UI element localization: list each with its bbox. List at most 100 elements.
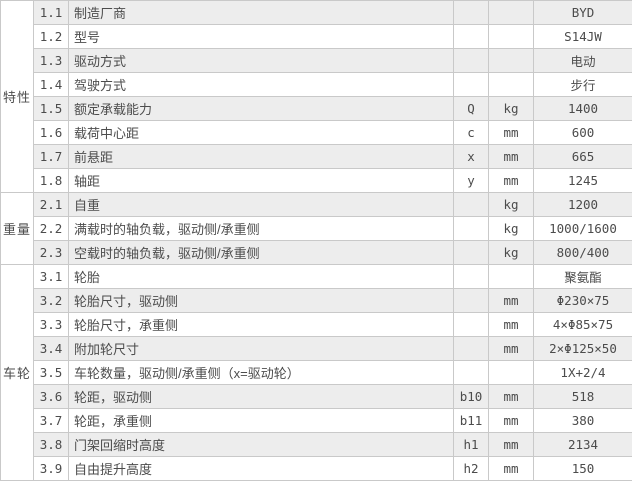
spec-label: 满载时的轴负载，驱动侧/承重侧 [68,216,454,241]
spec-symbol: h1 [453,432,489,457]
table-row: 1.2 型号 S14JW [1,24,632,49]
table-row: 1.5 额定承载能力 Q kg 1400 [1,96,632,121]
spec-symbol [453,264,489,289]
spec-label: 型号 [68,24,454,49]
spec-value: BYD [533,0,632,25]
table-row: 3.3 轮胎尺寸，承重侧 mm 4×Φ85×75 [1,312,632,337]
spec-symbol: b10 [453,384,489,409]
row-number: 3.1 [33,264,69,289]
table-row: 特性 1.1 制造厂商 BYD [0,0,632,193]
spec-unit: mm [488,168,534,193]
table-row: 1.3 驱动方式 电动 [1,48,632,73]
spec-unit: mm [488,336,534,361]
spec-unit: kg [488,96,534,121]
spec-unit: mm [488,432,534,457]
spec-unit: kg [488,240,534,265]
spec-value: 518 [533,384,632,409]
row-number: 1.2 [33,24,69,49]
spec-value: 665 [533,144,632,169]
spec-symbol [453,0,489,25]
row-number: 3.4 [33,336,69,361]
spec-value: 2×Φ125×50 [533,336,632,361]
table-row: 3.9 自由提升高度 h2 mm 150 [1,456,632,481]
table-row: 重量 2.1 自重 kg 1200 [0,192,632,265]
spec-symbol [453,24,489,49]
table-row: 3.8 门架回缩时高度 h1 mm 2134 [1,432,632,457]
row-number: 1.6 [33,120,69,145]
spec-symbol: b11 [453,408,489,433]
row-number: 1.5 [33,96,69,121]
table-row: 车轮 3.1 轮胎 聚氨酯 [0,264,632,481]
table-row: 2.2 满载时的轴负载，驱动侧/承重侧 kg 1000/1600 [1,216,632,241]
row-number: 1.3 [33,48,69,73]
table-row: 3.7 轮距，承重侧 b11 mm 380 [1,408,632,433]
spec-symbol [453,360,489,385]
row-number: 2.2 [33,216,69,241]
spec-label: 空载时的轴负载，驱动侧/承重侧 [68,240,454,265]
spec-value: 1200 [533,192,632,217]
spec-symbol [453,336,489,361]
spec-value: 1X+2/4 [533,360,632,385]
table-row: 1.7 前悬距 x mm 665 [1,144,632,169]
spec-value: 2134 [533,432,632,457]
spec-label: 额定承载能力 [68,96,454,121]
spec-unit [488,360,534,385]
spec-value: 800/400 [533,240,632,265]
spec-value: 150 [533,456,632,481]
spec-unit: mm [488,408,534,433]
spec-label: 驾驶方式 [68,72,454,97]
spec-symbol [453,72,489,97]
table-row: 3.6 轮距，驱动侧 b10 mm 518 [1,384,632,409]
spec-value: 4×Φ85×75 [533,312,632,337]
spec-value: 步行 [533,72,632,97]
row-number: 1.4 [33,72,69,97]
table-row: 3.4 附加轮尺寸 mm 2×Φ125×50 [1,336,632,361]
spec-unit: mm [488,144,534,169]
spec-value: Φ230×75 [533,288,632,313]
spec-value: 电动 [533,48,632,73]
spec-label: 制造厂商 [68,0,454,25]
spec-symbol: x [453,144,489,169]
spec-unit: mm [488,120,534,145]
table-row: 1.8 轴距 y mm 1245 [1,168,632,193]
spec-label: 轮胎尺寸，承重侧 [68,312,454,337]
table-row: 3.2 轮胎尺寸，驱动侧 mm Φ230×75 [1,288,632,313]
spec-label: 自由提升高度 [68,456,454,481]
spec-value: 聚氨酯 [533,264,632,289]
spec-symbol [453,240,489,265]
row-number: 3.5 [33,360,69,385]
spec-label: 轮距，驱动侧 [68,384,454,409]
spec-value: 1000/1600 [533,216,632,241]
spec-label: 轮胎尺寸，驱动侧 [68,288,454,313]
spec-unit [488,48,534,73]
spec-value: S14JW [533,24,632,49]
spec-symbol [453,312,489,337]
spec-label: 附加轮尺寸 [68,336,454,361]
group-label: 特性 [0,0,34,193]
spec-label: 自重 [68,192,454,217]
spec-symbol: y [453,168,489,193]
row-number: 3.6 [33,384,69,409]
row-number: 3.2 [33,288,69,313]
table-row: 3.5 车轮数量，驱动侧/承重侧（x=驱动轮） 1X+2/4 [1,360,632,385]
spec-symbol: Q [453,96,489,121]
row-number: 3.3 [33,312,69,337]
table-row: 1.6 载荷中心距 c mm 600 [1,120,632,145]
spec-unit [488,24,534,49]
group-label: 重量 [0,192,34,265]
spec-symbol: c [453,120,489,145]
spec-label: 轮距，承重侧 [68,408,454,433]
table-row: 1.4 驾驶方式 步行 [1,72,632,97]
row-number: 3.8 [33,432,69,457]
row-number: 1.7 [33,144,69,169]
spec-value: 1400 [533,96,632,121]
spec-symbol [453,288,489,313]
spec-label: 车轮数量，驱动侧/承重侧（x=驱动轮） [68,360,454,385]
spec-unit: mm [488,384,534,409]
spec-unit [488,0,534,25]
spec-unit: mm [488,312,534,337]
spec-label: 驱动方式 [68,48,454,73]
spec-unit: kg [488,192,534,217]
spec-unit: kg [488,216,534,241]
